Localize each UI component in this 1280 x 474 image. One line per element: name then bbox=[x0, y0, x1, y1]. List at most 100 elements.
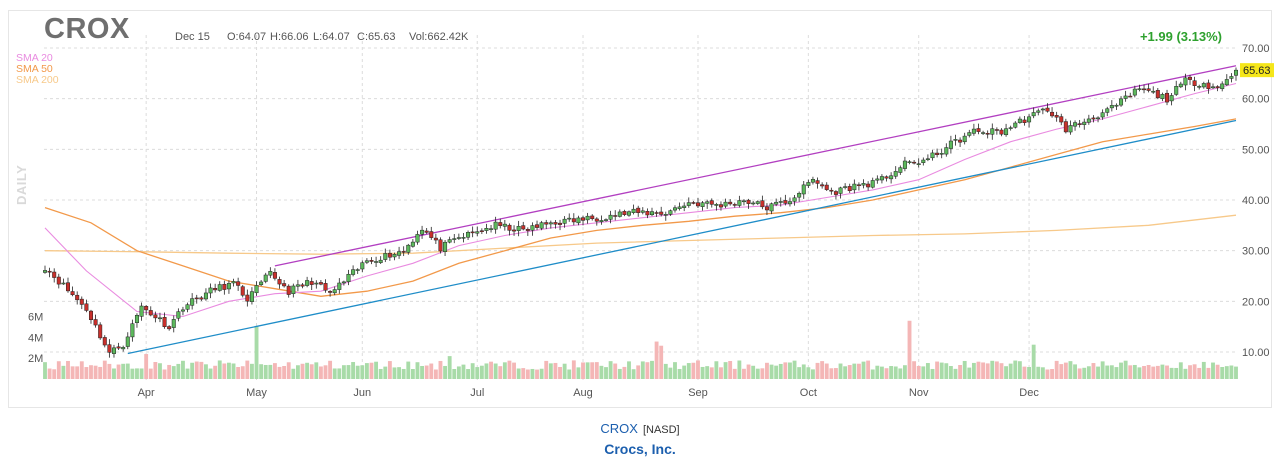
candle-body bbox=[824, 184, 829, 190]
candle-body bbox=[677, 206, 682, 209]
candle-body bbox=[1004, 128, 1009, 136]
candle-body bbox=[939, 153, 944, 155]
volume-bar bbox=[769, 364, 774, 379]
x-tick-label: Oct bbox=[800, 387, 817, 399]
candle-body bbox=[208, 287, 213, 294]
volume-bar bbox=[1128, 365, 1133, 379]
candle-body bbox=[935, 152, 940, 155]
volume-bar bbox=[801, 364, 806, 379]
candle-body bbox=[144, 306, 149, 311]
volume-bar bbox=[971, 362, 976, 379]
candle-body bbox=[429, 231, 434, 238]
volume-bar bbox=[429, 363, 434, 379]
candle-body bbox=[548, 222, 553, 225]
volume-bar bbox=[576, 367, 581, 379]
volume-bar bbox=[1146, 364, 1151, 379]
candle-body bbox=[967, 132, 972, 136]
candle-body bbox=[420, 229, 425, 235]
x-tick-label: Aug bbox=[573, 387, 593, 399]
volume-bar bbox=[562, 363, 567, 379]
volume-bar bbox=[1036, 366, 1041, 379]
candle-body bbox=[337, 282, 342, 290]
candle-body bbox=[318, 282, 323, 285]
volume-bar bbox=[295, 365, 300, 379]
candle-body bbox=[912, 161, 917, 164]
candle-body bbox=[314, 282, 319, 285]
volume-bar bbox=[401, 368, 406, 379]
volume-bar bbox=[884, 368, 889, 379]
candle-body bbox=[691, 202, 696, 204]
candle-body bbox=[521, 225, 526, 230]
volume-bar bbox=[925, 363, 930, 379]
volume-bar bbox=[958, 365, 963, 379]
volume-bar bbox=[204, 364, 208, 379]
candle-body bbox=[884, 176, 889, 179]
candle-body bbox=[1086, 118, 1091, 123]
candle-body bbox=[544, 222, 549, 225]
candle-body bbox=[231, 281, 236, 284]
candle-body bbox=[700, 202, 705, 207]
volume-bar bbox=[585, 362, 590, 379]
volume-bar bbox=[447, 356, 452, 379]
candle-body bbox=[56, 276, 61, 285]
candle-body bbox=[1013, 122, 1018, 128]
candle-body bbox=[1077, 123, 1082, 125]
volume-bar bbox=[328, 360, 333, 379]
volume-bar bbox=[907, 320, 912, 379]
candle-body bbox=[1197, 86, 1202, 88]
candle-body bbox=[185, 304, 190, 310]
candle-body bbox=[898, 167, 903, 173]
volume-bar bbox=[673, 362, 677, 379]
candle-body bbox=[213, 288, 218, 291]
volume-bar bbox=[521, 368, 526, 379]
candle-body bbox=[397, 251, 402, 256]
footer-symbol-link[interactable]: CROX bbox=[600, 421, 638, 436]
volume-bar bbox=[760, 368, 765, 379]
volume-bar bbox=[728, 360, 733, 379]
candle-body bbox=[461, 237, 466, 239]
volume-bar bbox=[194, 361, 199, 379]
candle-body bbox=[512, 229, 517, 232]
volume-bar bbox=[139, 368, 144, 379]
candle-body bbox=[737, 200, 742, 206]
candle-body bbox=[447, 239, 452, 243]
volume-bar bbox=[355, 365, 360, 379]
candle-body bbox=[654, 212, 659, 214]
volume-bar bbox=[824, 363, 829, 379]
candle-body bbox=[645, 211, 650, 216]
volume-bar bbox=[1132, 364, 1137, 379]
candle-body bbox=[167, 326, 172, 330]
x-tick-label: Jun bbox=[353, 387, 371, 399]
footer-symbol-line: CROX [NASD] bbox=[0, 421, 1280, 436]
candle-body bbox=[277, 279, 282, 285]
candle-body bbox=[732, 204, 737, 206]
candle-body bbox=[475, 231, 480, 234]
volume-bar bbox=[190, 362, 195, 379]
volume-bar bbox=[1137, 367, 1142, 379]
volume-bar bbox=[323, 365, 328, 379]
company-name-link[interactable]: Crocs, Inc. bbox=[604, 441, 676, 457]
candle-body bbox=[111, 347, 116, 354]
volume-bar bbox=[217, 360, 222, 379]
volume-bar bbox=[392, 367, 397, 379]
candle-body bbox=[843, 186, 848, 188]
candle-body bbox=[226, 283, 231, 290]
candle-body bbox=[107, 344, 112, 353]
candle-body bbox=[498, 222, 503, 226]
candle-body bbox=[751, 202, 756, 205]
volume-bar bbox=[1100, 361, 1105, 379]
volume-bar bbox=[272, 363, 277, 379]
volume-bar bbox=[879, 366, 884, 379]
sma20-line bbox=[44, 82, 1237, 318]
candle-body bbox=[176, 311, 181, 319]
volume-bar bbox=[912, 361, 917, 379]
candle-body bbox=[741, 200, 746, 203]
volume-bar bbox=[916, 365, 921, 379]
candle-body bbox=[999, 129, 1004, 135]
candle-body bbox=[617, 211, 622, 217]
volume-bar bbox=[102, 360, 107, 379]
volume-bar bbox=[374, 361, 379, 379]
candle-body bbox=[98, 324, 103, 339]
volume-bar bbox=[167, 364, 172, 379]
volume-bar bbox=[378, 368, 383, 379]
